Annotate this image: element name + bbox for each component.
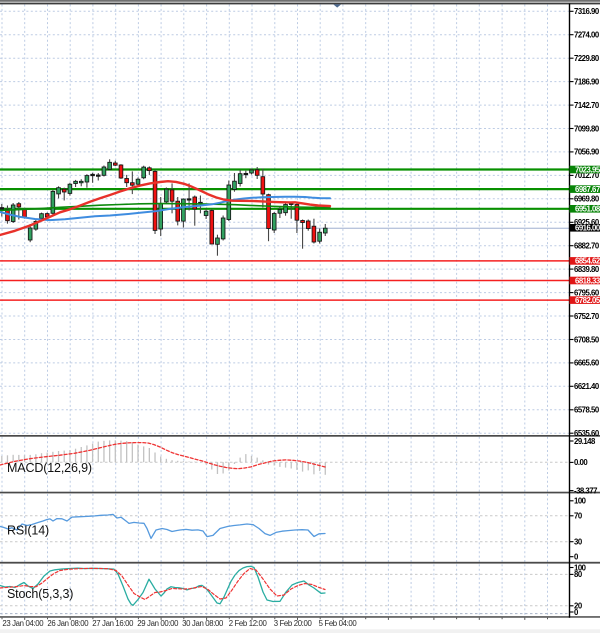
svg-text:100: 100 bbox=[574, 563, 587, 572]
svg-text:3 Feb 20:00: 3 Feb 20:00 bbox=[274, 619, 313, 628]
svg-text:6818.33: 6818.33 bbox=[575, 276, 600, 285]
svg-text:6951.08: 6951.08 bbox=[575, 205, 600, 214]
svg-text:5 Feb 04:00: 5 Feb 04:00 bbox=[319, 619, 358, 628]
svg-text:6854.62: 6854.62 bbox=[575, 257, 600, 266]
svg-text:6782.05: 6782.05 bbox=[575, 296, 600, 305]
svg-text:70: 70 bbox=[574, 512, 583, 521]
svg-text:6665.60: 6665.60 bbox=[574, 359, 600, 368]
svg-text:6535.60: 6535.60 bbox=[574, 429, 600, 438]
svg-text:7056.90: 7056.90 bbox=[574, 148, 600, 157]
svg-text:7274.00: 7274.00 bbox=[574, 31, 600, 40]
svg-text:26 Jan 08:00: 26 Jan 08:00 bbox=[47, 619, 89, 628]
svg-text:7229.80: 7229.80 bbox=[574, 54, 600, 63]
svg-text:7099.80: 7099.80 bbox=[574, 124, 600, 133]
svg-text:6752.70: 6752.70 bbox=[574, 312, 600, 321]
svg-text:6795.60: 6795.60 bbox=[574, 288, 600, 297]
svg-text:0: 0 bbox=[574, 608, 579, 617]
svg-text:2 Feb 12:00: 2 Feb 12:00 bbox=[229, 619, 268, 628]
svg-text:30 Jan 08:00: 30 Jan 08:00 bbox=[182, 619, 224, 628]
svg-text:Stoch(5,3,3): Stoch(5,3,3) bbox=[7, 587, 73, 601]
svg-text:80: 80 bbox=[574, 570, 583, 579]
svg-text:7023.95: 7023.95 bbox=[575, 165, 600, 174]
svg-text:27 Jan 16:00: 27 Jan 16:00 bbox=[92, 619, 134, 628]
svg-text:0: 0 bbox=[574, 553, 579, 562]
svg-text:7012.70: 7012.70 bbox=[574, 171, 600, 180]
svg-text:100: 100 bbox=[574, 497, 587, 506]
svg-text:RSI(14): RSI(14) bbox=[7, 524, 49, 538]
svg-text:6969.80: 6969.80 bbox=[574, 195, 600, 204]
svg-text:6925.60: 6925.60 bbox=[574, 218, 600, 227]
svg-text:6916.00: 6916.00 bbox=[575, 224, 600, 233]
svg-text:29 Jan 00:00: 29 Jan 00:00 bbox=[137, 619, 179, 628]
svg-text:-38.377: -38.377 bbox=[574, 486, 597, 495]
svg-text:7186.90: 7186.90 bbox=[574, 77, 600, 86]
svg-text:30: 30 bbox=[574, 538, 583, 547]
svg-text:7142.70: 7142.70 bbox=[574, 101, 600, 110]
svg-text:6839.80: 6839.80 bbox=[574, 265, 600, 274]
svg-text:0.00: 0.00 bbox=[574, 458, 588, 467]
svg-text:6882.70: 6882.70 bbox=[574, 242, 600, 251]
svg-text:20: 20 bbox=[574, 602, 583, 611]
svg-text:MACD(12,26,9): MACD(12,26,9) bbox=[7, 461, 92, 475]
svg-text:6621.40: 6621.40 bbox=[574, 382, 600, 391]
svg-text:6708.50: 6708.50 bbox=[574, 335, 600, 344]
svg-text:29.148: 29.148 bbox=[574, 437, 596, 446]
svg-text:23 Jan 04:00: 23 Jan 04:00 bbox=[2, 619, 44, 628]
svg-text:7316.90: 7316.90 bbox=[574, 7, 600, 16]
svg-text:6578.50: 6578.50 bbox=[574, 406, 600, 415]
svg-text:6987.67: 6987.67 bbox=[575, 185, 600, 194]
